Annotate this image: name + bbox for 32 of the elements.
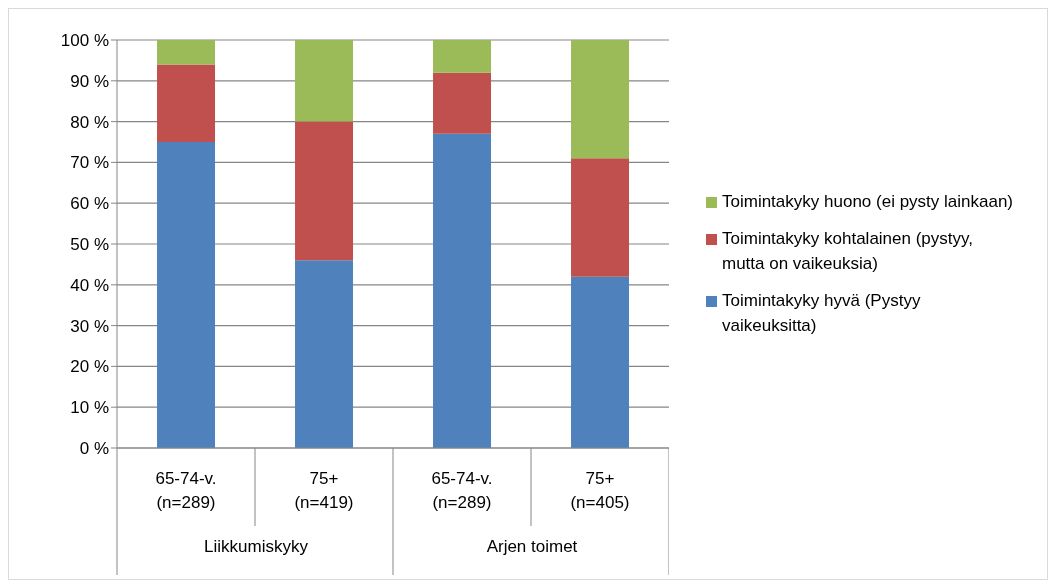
y-tick-label: 30 % (70, 316, 109, 336)
y-tick-label: 10 % (70, 398, 109, 418)
bar (295, 40, 354, 122)
y-tick-label: 80 % (70, 112, 109, 132)
bar (571, 158, 630, 277)
x-tick-label: 75+ (n=405) (570, 469, 630, 512)
bar (571, 40, 630, 159)
text: Liikkumiskyky (203, 537, 309, 557)
y-tick-label: 20 % (70, 357, 109, 377)
legend-label: Toimintakyky huono (ei pysty lainkaan) (722, 191, 1014, 213)
y-tick-label: 70 % (70, 153, 109, 173)
bar (157, 40, 216, 65)
x-tick-label: 65-74-v. (n=289) (431, 469, 493, 512)
bar (157, 142, 216, 448)
x-tick-label: 75+ (n=419) (294, 469, 354, 512)
text: Arjen toimet (485, 537, 579, 557)
bar (295, 260, 354, 448)
bar (433, 40, 492, 73)
y-tick-label: 50 % (70, 235, 109, 255)
bar (571, 276, 630, 448)
bar (433, 133, 492, 448)
y-tick-label: 100 % (60, 31, 109, 51)
bar (433, 72, 492, 134)
y-tick-label: 0 % (79, 439, 109, 459)
bar (157, 64, 216, 142)
bar (295, 121, 354, 261)
y-tick-label: 40 % (70, 275, 109, 295)
y-tick-label: 60 % (70, 194, 109, 214)
legend-label: Toimintakyky hyvä (Pystyy vaikeuksitta) (722, 290, 922, 337)
x-tick-label: 65-74-v. (n=289) (155, 469, 217, 512)
y-tick-label: 90 % (70, 71, 109, 91)
legend-label: Toimintakyky kohtalainen (pystyy, mutta on vaikeuksia) (722, 228, 974, 275)
